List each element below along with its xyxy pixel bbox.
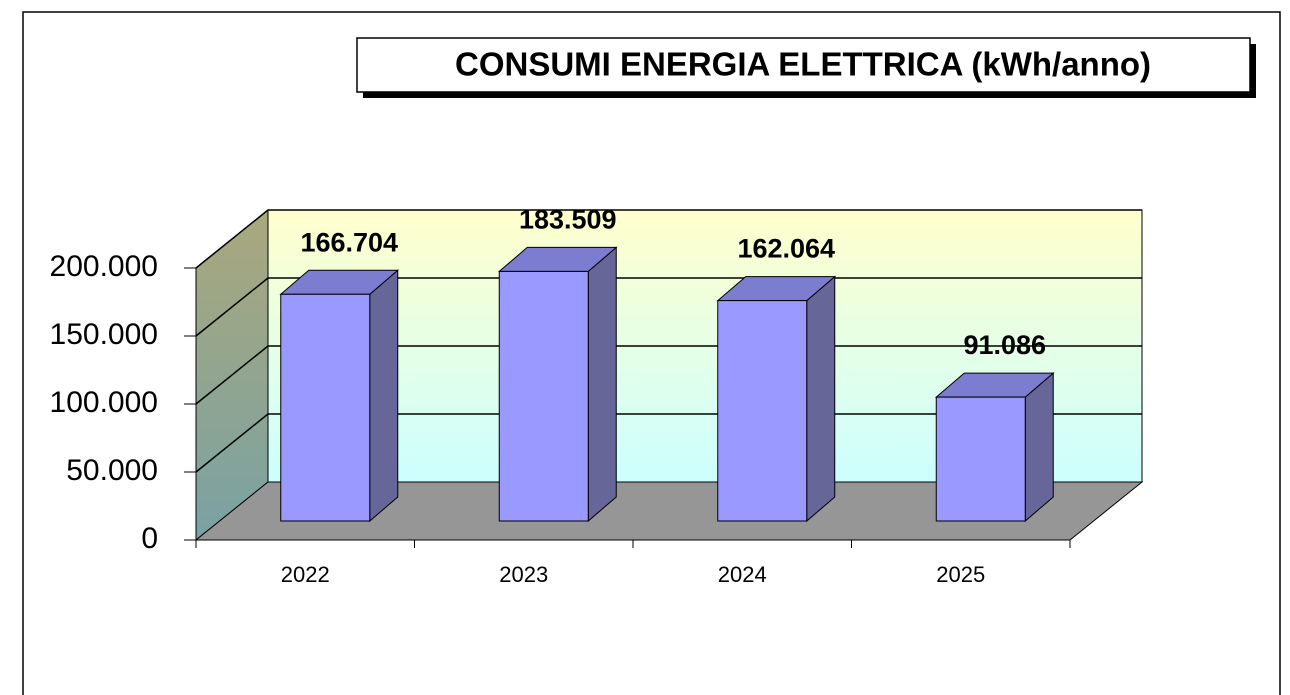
bar bbox=[935, 396, 1026, 522]
grid-line bbox=[195, 413, 269, 473]
x-tick-label: 2025 bbox=[936, 562, 985, 587]
title-box bbox=[356, 37, 1251, 93]
bar-side bbox=[1024, 372, 1054, 523]
grid-line bbox=[195, 277, 269, 337]
bar-side bbox=[806, 275, 836, 523]
y-tick-label: 200.000 bbox=[50, 250, 158, 283]
y-tick-label: 150.000 bbox=[50, 318, 158, 351]
x-tick-label: 2022 bbox=[281, 562, 330, 587]
bar bbox=[717, 300, 808, 522]
x-tick-label: 2024 bbox=[718, 562, 767, 587]
bar-side bbox=[369, 269, 399, 523]
y-tick-label: 0 bbox=[141, 522, 158, 555]
bar-side bbox=[587, 246, 617, 523]
value-label: 91.086 bbox=[963, 330, 1046, 360]
chart-title: CONSUMI ENERGIA ELETTRICA (kWh/anno) bbox=[455, 46, 1151, 83]
value-label: 162.064 bbox=[737, 234, 835, 264]
value-label: 166.704 bbox=[300, 227, 398, 257]
value-label: 183.509 bbox=[519, 205, 617, 235]
bar bbox=[498, 270, 589, 522]
x-tick-label: 2023 bbox=[499, 562, 548, 587]
grid-line bbox=[195, 209, 269, 269]
bar bbox=[280, 293, 371, 522]
y-tick-label: 50.000 bbox=[66, 454, 158, 487]
grid-line bbox=[195, 345, 269, 405]
y-tick-label: 100.000 bbox=[50, 386, 158, 419]
